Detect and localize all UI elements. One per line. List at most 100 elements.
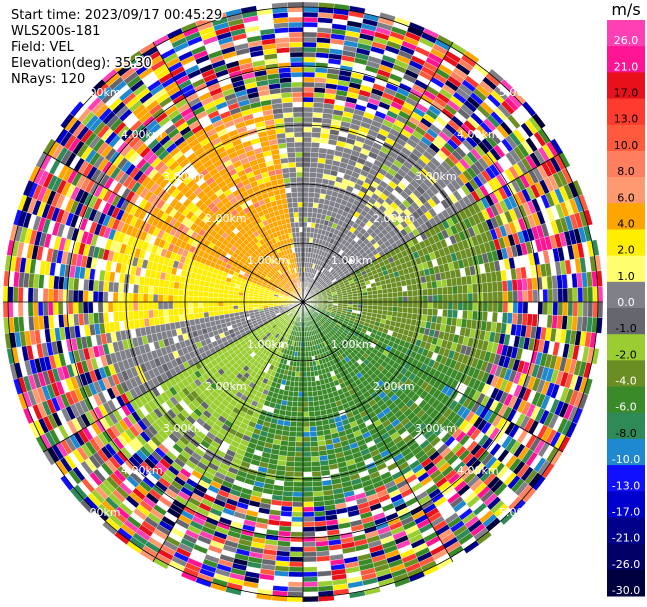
range-gate (167, 294, 174, 303)
range-gate (289, 51, 304, 58)
range-gate (291, 227, 296, 234)
range-gate (302, 86, 315, 93)
range-gate (311, 460, 321, 467)
range-gate (297, 206, 304, 213)
range-gate (472, 502, 488, 516)
range-gate (286, 197, 293, 204)
range-gate (302, 106, 314, 113)
range-gate (157, 301, 164, 310)
range-gate (232, 301, 239, 306)
range-gate (257, 303, 264, 307)
range-gate (292, 391, 299, 398)
range-gate (298, 216, 304, 223)
range-gate (132, 292, 139, 303)
range-gate (461, 310, 468, 320)
range-gate (497, 301, 504, 313)
range-gate (118, 272, 126, 284)
range-gate (302, 201, 309, 208)
range-gate (294, 371, 300, 378)
range-gate (302, 551, 317, 558)
range-gate (302, 481, 313, 488)
range-gate (291, 406, 298, 413)
range-gate (237, 304, 244, 309)
range-gate (198, 312, 205, 319)
range-gate (452, 301, 459, 311)
range-gate (118, 311, 125, 322)
range-gate (320, 469, 331, 477)
range-gate (391, 311, 398, 318)
range-gate (292, 96, 304, 103)
range-gate (297, 406, 304, 413)
range-gate (213, 310, 220, 317)
range-gate (432, 301, 439, 310)
range-gate (312, 390, 319, 397)
range-gate (288, 566, 304, 573)
range-gate (302, 526, 316, 533)
range-gate (296, 181, 304, 188)
range-gate (127, 292, 134, 303)
range-gate (292, 106, 304, 113)
range-gate (93, 279, 100, 292)
range-gate (577, 301, 584, 317)
range-gate (312, 395, 319, 402)
range-gate (313, 500, 325, 507)
range-gate (142, 301, 149, 311)
range-gate (172, 301, 179, 309)
range-gate (142, 293, 149, 303)
range-gate (557, 301, 564, 316)
range-gate (302, 486, 314, 493)
range-gate (542, 301, 549, 315)
range-gate (302, 101, 314, 108)
range-gate (313, 495, 325, 502)
range-gate (203, 286, 210, 293)
range-gate (17, 301, 24, 318)
range-gate (102, 301, 109, 313)
range-gate (227, 305, 234, 311)
range-gate (302, 506, 315, 513)
range-gate (442, 309, 448, 318)
range-gate (287, 446, 296, 452)
range-gate (302, 236, 307, 243)
range-gate (314, 525, 328, 532)
range-gate (280, 505, 293, 512)
range-gate (81, 477, 96, 493)
range-gate (222, 297, 229, 303)
range-gate (412, 301, 419, 309)
range-gate (288, 431, 297, 437)
range-gate (222, 293, 229, 299)
range-gate (308, 401, 315, 408)
range-gate (302, 156, 311, 163)
range-gate (304, 341, 308, 348)
range-gate (170, 526, 186, 539)
range-gate (313, 400, 320, 407)
range-gate (296, 416, 304, 423)
range-gate (7, 301, 14, 318)
range-gate (506, 312, 513, 325)
range-gate (283, 117, 294, 124)
range-gate (118, 282, 125, 293)
range-gate (227, 301, 234, 307)
range-gate (427, 301, 434, 309)
range-gate (531, 313, 538, 327)
range-gate (298, 386, 304, 393)
range-gate (48, 159, 61, 176)
range-gate (233, 308, 239, 314)
range-gate (218, 310, 225, 316)
range-gate (47, 301, 54, 316)
range-gate (297, 196, 304, 203)
range-gate (279, 152, 289, 159)
range-gate (289, 421, 297, 427)
range-gate (289, 46, 304, 53)
range-gate (377, 305, 384, 311)
range-gate (93, 312, 100, 325)
range-gate (97, 301, 104, 313)
range-gate (283, 480, 294, 487)
range-gate (426, 314, 433, 323)
range-gate (217, 306, 224, 312)
range-gate (396, 311, 403, 318)
range-gate (287, 16, 304, 23)
range-gate (302, 541, 316, 548)
range-gate (292, 206, 299, 213)
range-gate (212, 297, 219, 303)
range-gate (462, 301, 469, 311)
